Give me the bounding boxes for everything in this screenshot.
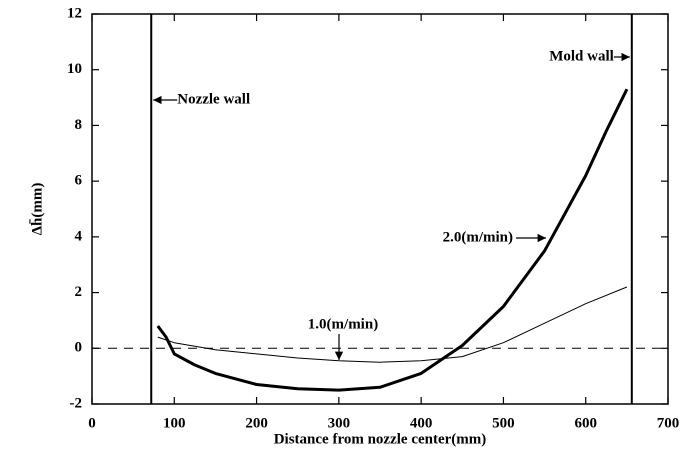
y-tick-label: 4: [75, 228, 83, 244]
y-axis-label: Δh̄(mm): [29, 183, 45, 236]
y-tick-label: 12: [67, 5, 82, 21]
x-tick-label: 100: [163, 415, 186, 431]
y-tick-label: 6: [75, 173, 83, 189]
y-tick-label: 0: [75, 340, 83, 356]
x-tick-label: 200: [245, 415, 268, 431]
x-tick-label: 0: [88, 415, 96, 431]
x-tick-label: 300: [328, 415, 351, 431]
x-tick-label: 600: [574, 415, 597, 431]
x-tick-label: 400: [410, 415, 433, 431]
y-tick-label: 8: [75, 117, 83, 133]
wall-label: Mold wall: [549, 48, 614, 64]
x-axis-label: Distance from nozzle center(mm): [274, 431, 487, 447]
series-line: [156, 88, 629, 392]
series-label: 2.0(m/min): [443, 229, 513, 245]
wall-label: Nozzle wall: [177, 91, 250, 107]
y-tick-label: 10: [67, 61, 82, 77]
series-label: 1.0(m/min): [308, 316, 378, 332]
y-tick-label: -2: [70, 395, 83, 411]
y-tick-label: 2: [75, 284, 83, 300]
series-line: [157, 286, 628, 363]
x-tick-label: 700: [657, 415, 680, 431]
x-tick-label: 500: [492, 415, 515, 431]
plot-frame: [91, 13, 669, 405]
